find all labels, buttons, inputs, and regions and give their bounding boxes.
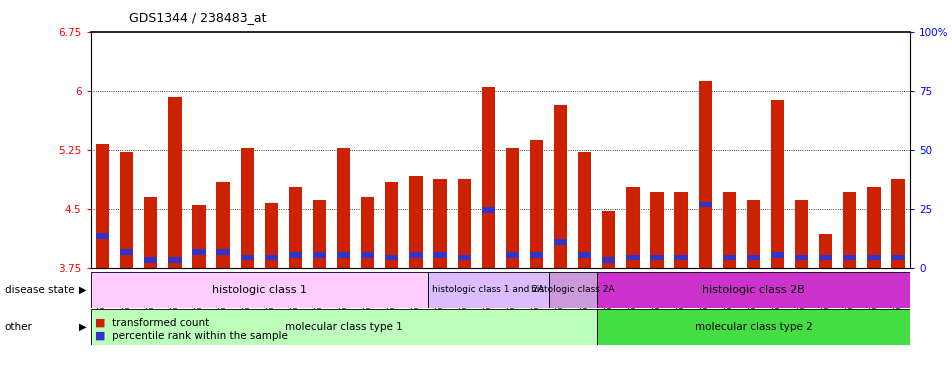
Bar: [457, 255, 470, 260]
Text: disease state: disease state: [5, 285, 74, 295]
Bar: [385, 182, 398, 268]
Bar: [433, 179, 446, 268]
Text: percentile rank within the sample: percentile rank within the sample: [112, 331, 288, 340]
Text: transformed count: transformed count: [112, 318, 209, 327]
Text: ▶: ▶: [79, 285, 87, 295]
Bar: [288, 252, 302, 258]
Bar: [843, 255, 856, 260]
Bar: [481, 207, 494, 213]
Bar: [457, 179, 470, 268]
Bar: [144, 257, 157, 262]
Text: other: other: [5, 322, 32, 332]
Bar: [578, 152, 590, 268]
Bar: [169, 257, 181, 262]
Bar: [481, 87, 494, 268]
Bar: [602, 211, 615, 268]
Bar: [890, 179, 903, 268]
Bar: [288, 187, 302, 268]
Bar: [819, 255, 831, 260]
Bar: [698, 81, 711, 268]
Bar: [722, 192, 735, 268]
Bar: [216, 249, 229, 255]
Text: molecular class type 1: molecular class type 1: [285, 322, 402, 332]
Bar: [361, 197, 374, 268]
Bar: [312, 252, 326, 258]
Bar: [96, 234, 109, 239]
Bar: [866, 187, 880, 268]
Bar: [120, 249, 133, 255]
Text: GDS1344 / 238483_at: GDS1344 / 238483_at: [129, 11, 266, 24]
Bar: [361, 252, 374, 258]
Bar: [625, 187, 639, 268]
Bar: [529, 252, 543, 258]
Bar: [649, 192, 663, 268]
Text: histologic class 2A: histologic class 2A: [530, 285, 614, 294]
Bar: [746, 200, 760, 268]
Bar: [337, 252, 350, 258]
Bar: [649, 255, 663, 260]
Bar: [337, 148, 350, 268]
Bar: [529, 140, 543, 268]
Bar: [890, 255, 903, 260]
Bar: [312, 200, 326, 268]
Bar: [216, 182, 229, 268]
Bar: [602, 257, 615, 262]
Bar: [144, 197, 157, 268]
Bar: [553, 239, 566, 244]
Text: ■: ■: [95, 318, 106, 327]
Bar: [794, 255, 807, 260]
Bar: [674, 192, 687, 268]
Bar: [674, 255, 687, 260]
Bar: [385, 255, 398, 260]
Bar: [433, 252, 446, 258]
Bar: [192, 205, 206, 268]
Text: histologic class 2B: histologic class 2B: [702, 285, 803, 295]
Bar: [240, 148, 253, 268]
Bar: [409, 252, 422, 258]
Bar: [578, 252, 590, 258]
Bar: [866, 255, 880, 260]
Bar: [96, 144, 109, 268]
Bar: [240, 255, 253, 260]
Bar: [770, 252, 783, 258]
Bar: [506, 252, 519, 258]
Bar: [265, 203, 278, 268]
Bar: [698, 202, 711, 207]
Bar: [625, 255, 639, 260]
Bar: [819, 234, 831, 268]
Bar: [553, 105, 566, 268]
Bar: [120, 152, 133, 268]
Bar: [169, 97, 181, 268]
Bar: [409, 176, 422, 268]
Text: histologic class 1: histologic class 1: [211, 285, 307, 295]
Bar: [843, 192, 856, 268]
Bar: [265, 255, 278, 260]
Text: histologic class 1 and 2A: histologic class 1 and 2A: [432, 285, 544, 294]
Bar: [192, 249, 206, 255]
Bar: [770, 100, 783, 268]
Bar: [722, 255, 735, 260]
Bar: [794, 200, 807, 268]
Text: ■: ■: [95, 331, 106, 340]
Text: ▶: ▶: [79, 322, 87, 332]
Bar: [506, 148, 519, 268]
Text: molecular class type 2: molecular class type 2: [694, 322, 811, 332]
Bar: [746, 255, 760, 260]
